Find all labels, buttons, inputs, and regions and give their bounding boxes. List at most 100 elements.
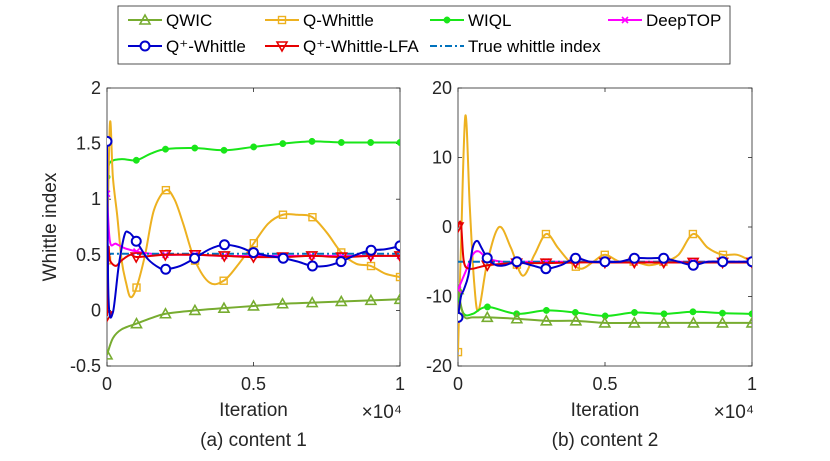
series-line-qplus-whittle — [107, 141, 400, 319]
q-whittle-marker — [132, 283, 141, 292]
qplus-whittle-marker — [160, 263, 172, 275]
legend: QWIC Q-Whittle WIQL DeepTOP Q⁺-Whittle Q⁺-Whi… — [117, 5, 731, 65]
y-tick-label: 0 — [91, 300, 101, 320]
q-whittle-marker — [308, 213, 317, 222]
y-tick-label: -20 — [426, 356, 452, 376]
wiql-marker — [367, 139, 375, 146]
qwic-marker — [539, 314, 553, 326]
legend-label: DeepTOP — [646, 11, 721, 30]
qplus-whittle-lfa-marker — [158, 250, 172, 262]
qplus-whittle-marker — [218, 239, 230, 251]
qplus-whittle-lfa-marker — [129, 252, 143, 264]
y-tick-label: 0.5 — [76, 245, 101, 265]
legend-entry-q-whittle: Q-Whittle — [265, 11, 374, 30]
x-tick-label: 0.5 — [241, 374, 266, 394]
wiql-marker — [748, 310, 752, 318]
q-whittle-marker — [458, 347, 463, 357]
wiql-marker — [308, 137, 316, 145]
legend-wiql-marker — [443, 16, 451, 24]
qplus-whittle-marker — [189, 252, 201, 264]
wiql-marker — [631, 309, 638, 316]
legend-entry-qplus-whittle-lfa: Q⁺-Whittle-LFA — [265, 37, 419, 56]
wiql-marker — [660, 310, 668, 318]
legend-q-whittle-marker — [277, 15, 287, 25]
q-whittle-marker — [161, 185, 171, 195]
qplus-whittle-marker — [481, 252, 493, 264]
x-tick-label: 0 — [453, 374, 463, 394]
qwic-marker — [598, 316, 612, 328]
y-tick-label: 1.5 — [76, 134, 101, 154]
q-whittle-marker — [249, 239, 259, 248]
qplus-whittle-marker — [335, 256, 347, 268]
qwic-marker — [130, 317, 143, 329]
wiql-marker — [191, 144, 199, 152]
deeptop-marker — [107, 190, 111, 198]
qwic-marker — [305, 295, 319, 308]
legend-label: Q⁺-Whittle — [166, 37, 246, 56]
qplus-whittle-marker — [130, 235, 142, 247]
q-whittle-marker — [395, 272, 400, 282]
x-tick-label: 0.5 — [592, 374, 617, 394]
qplus-whittle-marker — [570, 252, 582, 264]
series-line-qplus-whittle-lfa — [107, 245, 400, 316]
qplus-whittle-marker — [458, 311, 464, 323]
q-whittle-marker — [219, 276, 228, 285]
qwic-marker — [716, 316, 729, 328]
qwic-marker — [188, 303, 202, 316]
x-axis-label: Iteration — [571, 400, 640, 421]
qplus-whittle-marker — [511, 256, 523, 268]
q-whittle-marker — [541, 229, 551, 239]
qwic-marker — [247, 299, 260, 311]
qwic-marker — [334, 294, 348, 307]
wiql-marker — [250, 143, 258, 151]
qwic-marker — [393, 292, 400, 305]
wiql-marker — [689, 308, 697, 316]
x-tick-label: 0 — [102, 374, 112, 394]
qwic-marker — [480, 310, 494, 323]
qplus-whittle-marker — [599, 256, 611, 268]
y-axis-label: Whittle index — [40, 172, 61, 281]
x-axis-label: Iteration — [219, 400, 288, 421]
qplus-whittle-marker — [247, 247, 259, 259]
y-tick-label: -0.5 — [70, 356, 101, 376]
qplus-whittle-marker — [658, 252, 670, 264]
wiql-marker — [337, 139, 345, 146]
qplus-whittle-marker — [306, 260, 318, 272]
series-line-qwic — [458, 289, 752, 325]
legend-deeptop-marker — [621, 16, 629, 24]
q-whittle-marker — [688, 229, 698, 239]
series-line-q-whittle — [458, 114, 752, 353]
qplus-whittle-lfa-marker — [217, 251, 231, 263]
series-group — [107, 120, 400, 360]
qwic-marker — [276, 297, 289, 309]
legend-label: QWIC — [166, 11, 212, 30]
qplus-whittle-lfa-marker — [539, 258, 553, 270]
y-tick-label: -10 — [426, 287, 452, 307]
wiql-marker — [483, 303, 491, 311]
qwic-marker — [627, 316, 641, 328]
panel-content-2: -20 -10 0 10 20 0 0.5 1 Iteration ×10⁴ (b) content… — [426, 78, 757, 451]
legend-entry-true-whittle-index: True whittle index — [430, 37, 601, 56]
qwic-marker — [687, 316, 700, 328]
qwic-marker — [364, 293, 378, 306]
wiql-marker — [162, 145, 169, 153]
wiql-marker — [719, 309, 726, 317]
qplus-whittle-marker — [540, 263, 552, 275]
q-whittle-marker — [278, 210, 288, 219]
wiql-marker — [571, 309, 579, 316]
qplus-whittle-marker — [365, 244, 377, 256]
qwic-marker — [458, 282, 465, 295]
x-tick-label: 1 — [747, 374, 757, 394]
legend-qwic-marker — [138, 13, 152, 25]
x-exponent-label: ×10⁴ — [714, 402, 754, 423]
x-tick-label: 1 — [395, 374, 405, 394]
legend-qplus-whittle-lfa-marker — [275, 41, 289, 53]
y-tick-label: 1 — [91, 189, 101, 209]
qwic-marker — [657, 316, 671, 328]
qwic-marker — [217, 301, 231, 313]
x-exponent-label: ×10⁴ — [362, 402, 402, 423]
legend-label: Q-Whittle — [303, 11, 374, 30]
legend-label: Q⁺-Whittle-LFA — [303, 37, 419, 56]
legend-label: True whittle index — [468, 37, 601, 56]
